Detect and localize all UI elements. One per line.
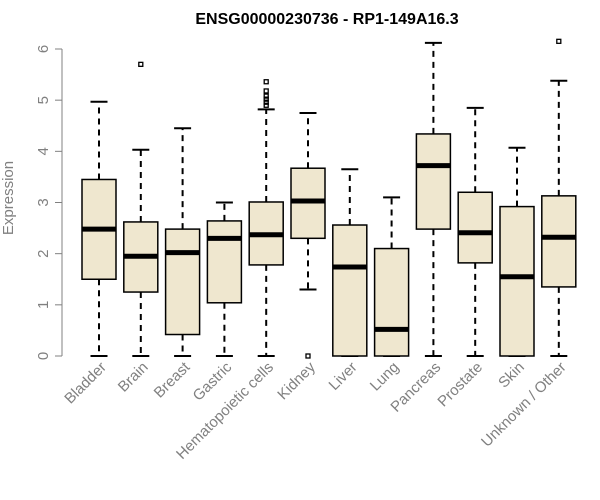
y-tick-label: 1 [35,301,52,309]
outlier-point [305,353,311,359]
x-tick-label: Kidney [274,358,319,403]
outlier-point [263,79,269,85]
box-breast [164,127,201,357]
outlier-point [263,99,269,105]
outlier-point [556,38,562,44]
box-iqr [373,247,410,357]
outlier-point [263,96,269,102]
y-tick-label: 6 [35,45,52,53]
outlier-point [263,93,269,99]
box-brain [123,61,159,357]
boxes [81,38,577,359]
box-gastric [206,201,243,357]
y-tick-label: 2 [35,249,52,257]
box-iqr [541,195,577,288]
x-tick-label: Lung [367,359,403,395]
y-axis: 0 1 2 3 4 5 6 [35,45,63,360]
box-iqr [332,224,368,357]
outlier-point [138,61,144,67]
box-bladder [81,100,117,357]
x-tick-label: Prostate [434,359,486,411]
outlier-point [263,102,269,108]
x-tick-label: Brain [115,359,152,396]
y-tick-label: 3 [35,198,52,206]
chart-title: ENSG00000230736 - RP1-149A16.3 [195,11,458,28]
box-iqr [206,220,243,304]
box-unknown-other [541,38,577,357]
y-tick-label: 5 [35,96,52,104]
box-hematopoietic-cells [248,79,284,357]
x-tick-label: Bladder [61,359,110,408]
box-iqr [164,228,201,336]
box-iqr [499,205,535,357]
box-iqr [457,191,493,264]
box-kidney [290,111,326,359]
x-tick-label: Liver [326,359,361,394]
box-pancreas [415,41,452,357]
box-iqr [415,133,452,230]
y-axis-label: Expression [0,161,17,235]
x-tick-label: Breast [151,358,194,401]
box-skin [499,146,535,357]
box-prostate [457,106,493,357]
y-tick-label: 4 [35,147,52,155]
outlier-point [263,88,269,94]
box-lung [373,196,410,357]
y-tick-label: 0 [35,352,52,360]
x-tick-label: Skin [495,359,528,392]
box-liver [332,168,368,357]
